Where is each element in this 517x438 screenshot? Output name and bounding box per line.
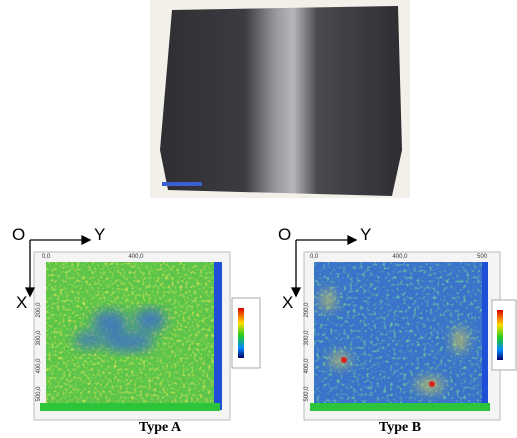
top-tick-label: 400,0 [128,254,144,260]
side-tick-label: 200,0 [304,302,310,318]
x-axis-label: X [282,293,293,312]
heatmap-a [34,252,260,420]
sample-photo [150,0,410,198]
figure: O Y X O Y X Type A Type B 0,0 400,0 200,0 3… [0,0,517,438]
caption: Type B [379,420,421,435]
side-tick-label: 400,0 [304,358,310,374]
origin-label: O [278,225,291,244]
side-tick-label: 200,0 [36,302,42,318]
caption: Type A [139,420,182,435]
top-tick-label: 0,0 [310,254,319,260]
x-axis-label: X [16,293,27,312]
side-tick-label: 400,0 [36,358,42,374]
heatmap-b [304,252,516,420]
side-tick-label: 300,0 [36,330,42,346]
top-tick-label: 0,0 [42,254,51,260]
top-tick-label: 400,0 [392,254,408,260]
origin-label: O [12,225,25,244]
y-axis-label: Y [360,225,371,244]
top-tick-label: 500 [477,254,488,260]
side-tick-label: 500,0 [36,386,42,402]
y-axis-label: Y [94,225,105,244]
side-tick-label: 500,0 [304,386,310,402]
side-tick-label: 300,0 [304,330,310,346]
